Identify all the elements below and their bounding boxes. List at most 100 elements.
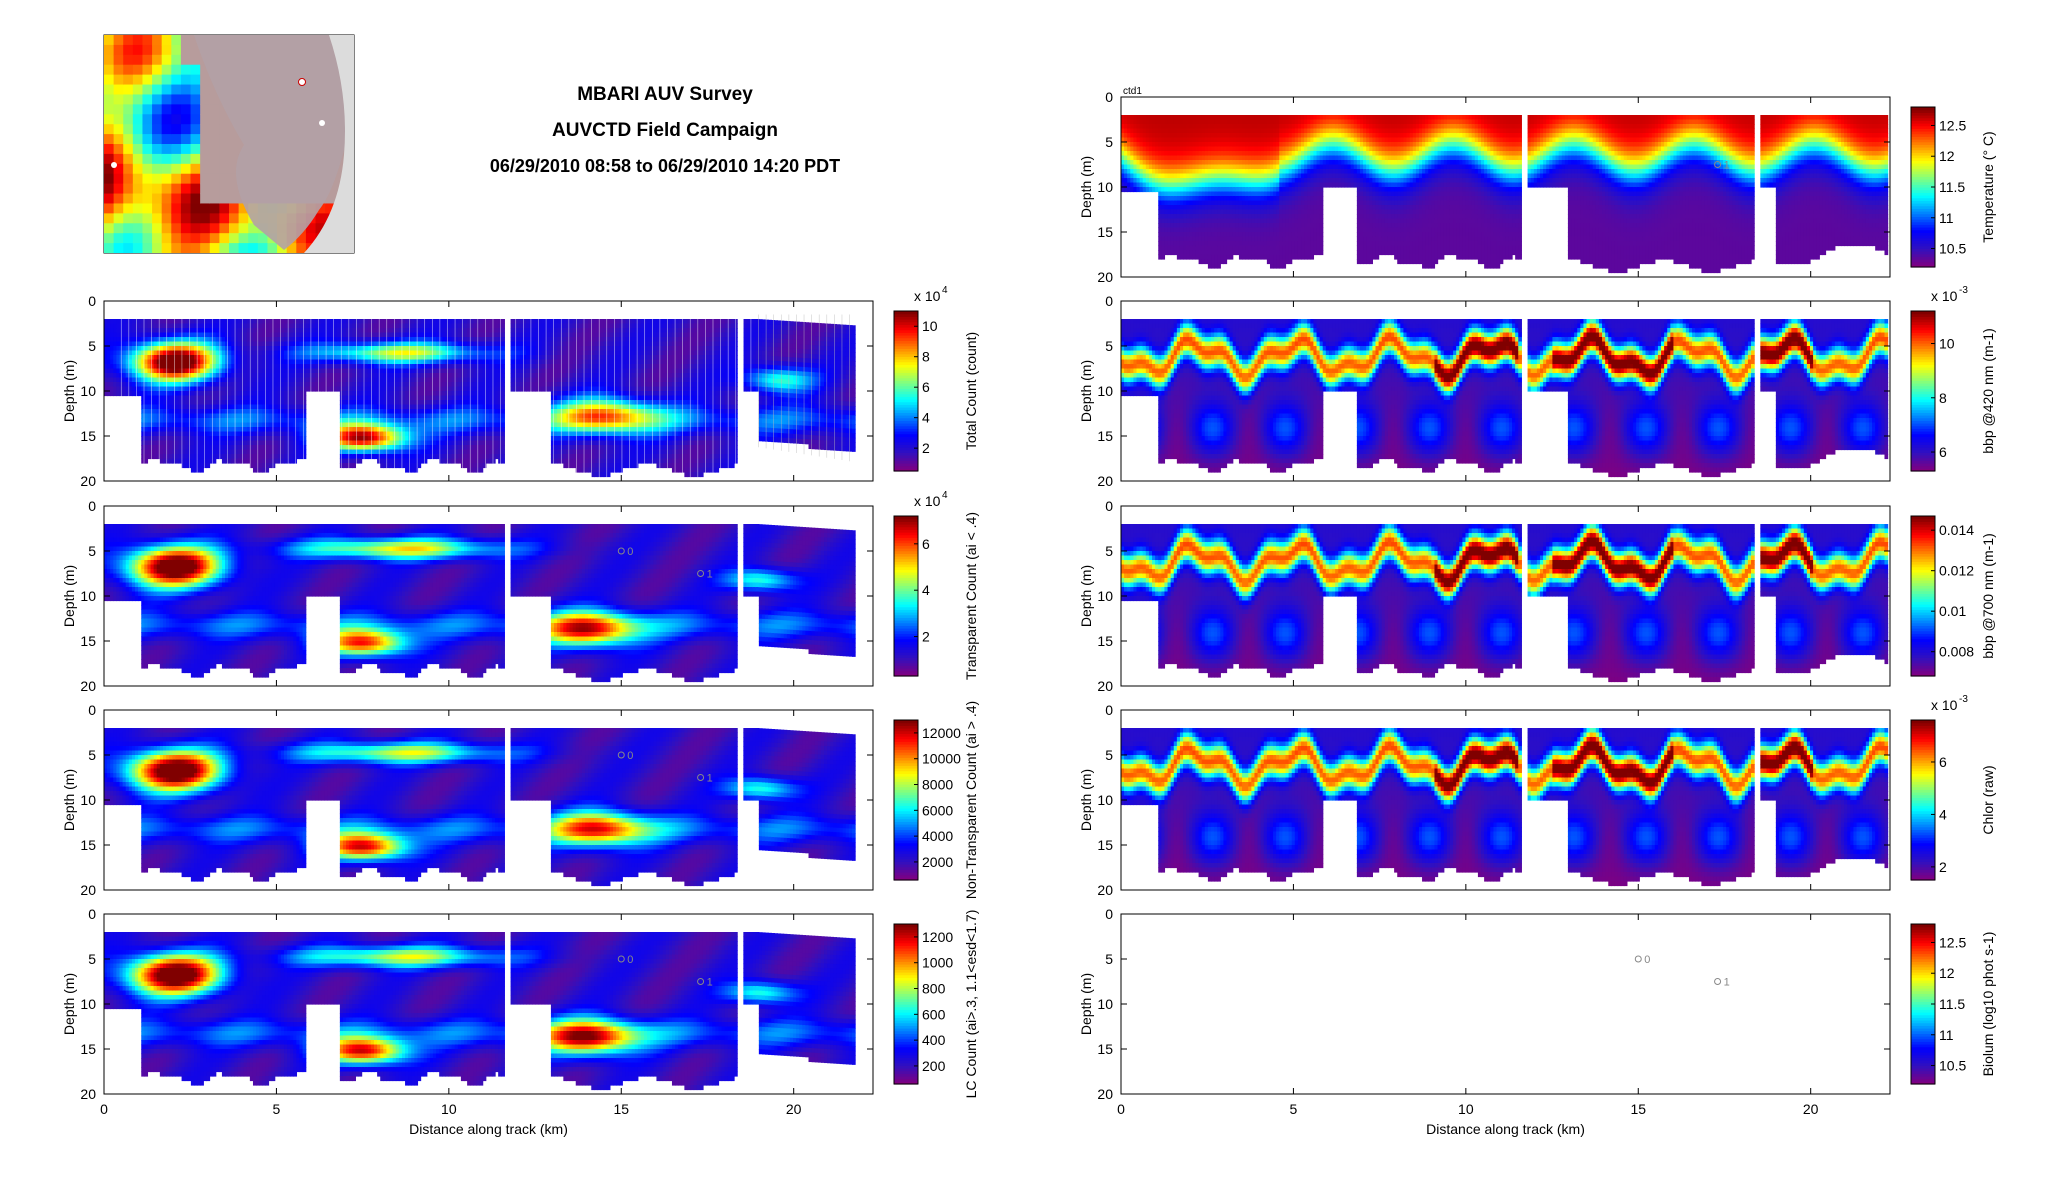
colorbar-exponent-power: 4 — [942, 285, 948, 296]
colorbar-tick-label: 400 — [922, 1032, 946, 1048]
colorbar-exponent-power: -3 — [1959, 285, 1968, 296]
annotation-label: 1 — [707, 569, 713, 581]
colorbar-label: Non-Transparent Count (ai > .4) — [963, 701, 979, 899]
y-tick-label: 20 — [1097, 882, 1113, 898]
y-axis-label: Depth (m) — [61, 360, 77, 422]
colorbar-exponent: x 10 — [914, 493, 941, 509]
x-tick-label: 15 — [613, 1101, 629, 1117]
y-tick-label: 15 — [1097, 224, 1113, 240]
colorbar-tick-label: 4 — [922, 410, 930, 426]
colorbar-exponent-power: 4 — [942, 490, 948, 501]
colorbar-tick-label: 200 — [922, 1058, 946, 1074]
colorbar-tick-label: 10.5 — [1939, 1058, 1966, 1074]
colorbar-label: LC Count (ai>.3, 1.1<esd<1.7) — [963, 910, 979, 1099]
x-axis-label: Distance along track (km) — [409, 1121, 568, 1137]
colorbar-tick-label: 10 — [1939, 336, 1955, 352]
plot-area: 1 — [1121, 115, 1888, 273]
plot-area: 01 — [104, 728, 856, 886]
colorbar-tick-label: 1200 — [922, 929, 953, 945]
y-tick-label: 10 — [1097, 383, 1113, 399]
y-axis-label: Depth (m) — [1078, 565, 1094, 627]
axes-frame — [1121, 914, 1890, 1094]
y-tick-label: 10 — [80, 996, 96, 1012]
y-tick-label: 0 — [88, 498, 96, 514]
annotation-label: 1 — [707, 977, 713, 989]
y-axis-label: Depth (m) — [1078, 973, 1094, 1035]
annotation-label: 0 — [627, 750, 633, 762]
colorbar-tick-label: 2000 — [922, 854, 953, 870]
colorbar-tick-label: 2 — [922, 440, 930, 456]
plot-area — [1121, 319, 1888, 477]
colorbar-tick-label: 800 — [922, 981, 946, 997]
colorbar-exponent: x 10 — [914, 288, 941, 304]
colorbar-exponent-power: -3 — [1959, 694, 1968, 705]
y-axis-label: Depth (m) — [1078, 360, 1094, 422]
annotation-label: 1 — [1724, 977, 1730, 989]
y-tick-label: 10 — [1097, 996, 1113, 1012]
y-tick-label: 20 — [80, 882, 96, 898]
y-axis-label: Depth (m) — [61, 973, 77, 1035]
colorbar-tick-label: 4 — [922, 582, 930, 598]
annotation-label: 0 — [627, 954, 633, 966]
y-tick-label: 15 — [80, 428, 96, 444]
y-tick-label: 5 — [88, 338, 96, 354]
colorbar-tick-label: 600 — [922, 1006, 946, 1022]
colorbar-tick-label: 12.5 — [1939, 934, 1966, 950]
x-tick-label: 20 — [1803, 1101, 1819, 1117]
y-tick-label: 15 — [1097, 1041, 1113, 1057]
y-tick-label: 0 — [88, 293, 96, 309]
colorbar-tick-label: 11 — [1939, 210, 1954, 226]
y-tick-label: 15 — [80, 633, 96, 649]
colorbar-tick-label: 12.5 — [1939, 117, 1966, 133]
colorbar-tick-label: 4000 — [922, 828, 953, 844]
y-tick-label: 10 — [80, 792, 96, 808]
y-tick-label: 5 — [1105, 134, 1113, 150]
x-tick-label: 0 — [100, 1101, 108, 1117]
y-tick-label: 15 — [80, 837, 96, 853]
y-tick-label: 20 — [1097, 269, 1113, 285]
y-tick-label: 0 — [1105, 906, 1113, 922]
colorbar-tick-label: 8000 — [922, 777, 953, 793]
colorbar-tick-label: 12 — [1939, 965, 1955, 981]
colorbar-tick-label: 11 — [1939, 1027, 1954, 1043]
y-tick-label: 0 — [1105, 702, 1113, 718]
plot-area: 01 — [104, 932, 856, 1090]
y-tick-label: 5 — [88, 747, 96, 763]
colorbar-label: Temperature (° C) — [1980, 131, 1996, 242]
colorbar-tick-label: 6000 — [922, 802, 953, 818]
y-tick-label: 20 — [1097, 1086, 1113, 1102]
colorbar-tick-label: 1000 — [922, 955, 953, 971]
y-tick-label: 20 — [80, 1086, 96, 1102]
colorbar: 200 400 600 800 1000 1200 LC Count (ai>.3, 1.1… — [894, 910, 979, 1099]
plot-area — [1121, 728, 1888, 886]
colorbar-tick-label: 4 — [1939, 806, 1947, 822]
colorbar-tick-label: 12 — [1939, 148, 1955, 164]
colorbar-tick-label: 6 — [922, 379, 930, 395]
colorbar-tick-label: 10.5 — [1939, 241, 1966, 257]
y-tick-label: 0 — [1105, 293, 1113, 309]
y-tick-label: 0 — [1105, 89, 1113, 105]
y-tick-label: 10 — [1097, 588, 1113, 604]
figure-title-line-3: 06/29/2010 08:58 to 06/29/2010 14:20 PDT — [490, 156, 840, 176]
colorbar-tick-label: 2 — [922, 629, 930, 645]
y-tick-label: 0 — [88, 702, 96, 718]
x-tick-label: 5 — [1290, 1101, 1298, 1117]
y-axis-label: Depth (m) — [61, 769, 77, 831]
y-axis-label: Depth (m) — [61, 565, 77, 627]
colorbar-tick-label: 8 — [922, 349, 930, 365]
colorbar-label: Transparent Count (ai < .4) — [963, 512, 979, 680]
figure-title-line-1: MBARI AUV Survey — [577, 84, 753, 105]
x-tick-label: 5 — [273, 1101, 281, 1117]
colorbar-tick-label: 10 — [922, 318, 938, 334]
